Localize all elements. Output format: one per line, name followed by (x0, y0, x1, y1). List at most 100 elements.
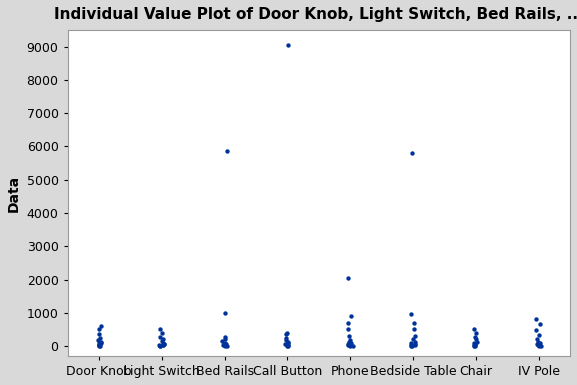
Point (406, 340, 415, 346)
Point (222, 341, 231, 348)
Point (220, 310, 230, 316)
Point (284, 340, 293, 346)
Title: Individual Value Plot of Door Knob, Light Switch, Bed Rails, ...: Individual Value Plot of Door Knob, Ligh… (54, 7, 577, 22)
Point (344, 341, 353, 348)
Point (95, 331, 104, 338)
Point (345, 343, 354, 349)
Point (283, 342, 292, 348)
Point (533, 342, 542, 348)
Point (283, 42, 293, 48)
Point (159, 342, 168, 348)
Point (410, 320, 419, 326)
Point (281, 335, 290, 341)
Y-axis label: Data: Data (7, 174, 21, 212)
Point (159, 341, 168, 348)
Point (409, 336, 418, 343)
Point (222, 148, 231, 154)
Point (531, 316, 541, 323)
Point (348, 343, 357, 349)
Point (95, 343, 104, 349)
Point (157, 338, 166, 345)
Point (282, 330, 291, 336)
Point (284, 342, 293, 348)
Point (95, 341, 104, 347)
Point (218, 338, 227, 344)
Point (155, 342, 164, 348)
Point (159, 342, 168, 348)
Point (155, 334, 164, 340)
Point (160, 341, 169, 347)
Point (155, 343, 164, 349)
Point (220, 341, 229, 347)
Point (96, 335, 105, 341)
Point (96, 323, 106, 329)
Point (96, 340, 106, 346)
Point (220, 336, 230, 343)
Point (94, 340, 103, 346)
Point (280, 341, 290, 348)
Point (535, 321, 545, 328)
Point (93, 337, 103, 343)
Point (346, 337, 355, 343)
Point (222, 343, 231, 349)
Point (406, 342, 415, 348)
Point (532, 341, 541, 347)
Point (282, 331, 291, 338)
Point (407, 150, 417, 156)
Point (411, 339, 420, 345)
Point (346, 313, 355, 319)
Point (469, 340, 478, 346)
Point (409, 326, 418, 333)
Point (95, 343, 104, 349)
Point (220, 340, 230, 346)
Point (471, 336, 481, 343)
Point (346, 340, 355, 346)
Point (344, 342, 353, 348)
Point (94, 341, 103, 348)
Point (220, 334, 230, 340)
Point (536, 343, 545, 349)
Point (344, 333, 354, 339)
Point (284, 343, 293, 349)
Point (97, 339, 106, 345)
Point (535, 340, 544, 346)
Point (220, 343, 229, 349)
Point (95, 342, 104, 348)
Point (533, 339, 542, 345)
Point (95, 326, 104, 333)
Point (469, 326, 478, 333)
Point (344, 339, 354, 345)
Point (282, 337, 291, 343)
Point (471, 330, 481, 336)
Point (410, 341, 419, 348)
Point (470, 334, 479, 340)
Point (410, 342, 419, 348)
Point (534, 343, 544, 349)
Point (472, 339, 481, 345)
Point (284, 339, 293, 345)
Point (470, 343, 479, 349)
Point (470, 341, 479, 348)
Point (282, 343, 291, 349)
Point (219, 342, 228, 348)
Point (344, 320, 353, 326)
Point (408, 343, 417, 349)
Point (535, 342, 544, 348)
Point (469, 342, 478, 348)
Point (406, 311, 415, 318)
Point (219, 342, 228, 348)
Point (344, 326, 353, 333)
Point (533, 336, 542, 343)
Point (95, 342, 104, 348)
Point (155, 343, 164, 349)
Point (344, 275, 353, 281)
Point (155, 326, 164, 333)
Point (159, 340, 168, 346)
Point (158, 330, 167, 336)
Point (411, 333, 420, 339)
Point (343, 342, 353, 348)
Point (534, 332, 544, 338)
Point (469, 343, 478, 349)
Point (531, 327, 541, 333)
Point (471, 341, 480, 347)
